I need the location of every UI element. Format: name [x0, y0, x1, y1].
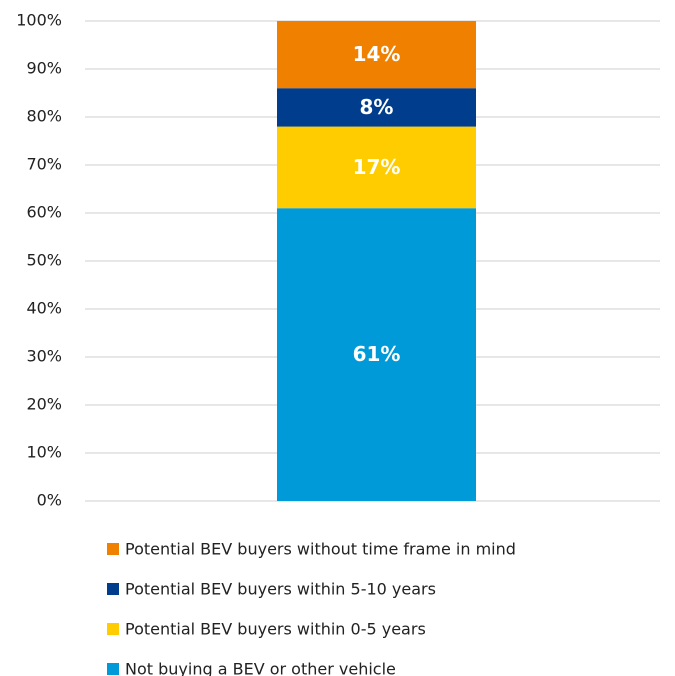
- data-label: 14%: [353, 42, 401, 66]
- y-tick-label: 50%: [26, 251, 62, 270]
- y-tick-label: 100%: [16, 11, 62, 30]
- bar-segment: [277, 21, 476, 89]
- data-label: 8%: [360, 95, 394, 119]
- legend-label: Potential BEV buyers within 0-5 years: [125, 620, 426, 639]
- bar-segment: [277, 88, 476, 127]
- data-label: 17%: [353, 155, 401, 179]
- y-tick-label: 90%: [26, 59, 62, 78]
- y-tick-label: 80%: [26, 107, 62, 126]
- y-tick-label: 40%: [26, 299, 62, 318]
- bar-segment: [277, 126, 476, 209]
- y-tick-label: 60%: [26, 203, 62, 222]
- legend-swatch: [107, 543, 119, 555]
- y-tick-label: 10%: [26, 443, 62, 462]
- y-tick-label: 70%: [26, 155, 62, 174]
- y-tick-label: 0%: [37, 491, 62, 510]
- legend-swatch: [107, 623, 119, 635]
- legend-label: Potential BEV buyers within 5-10 years: [125, 580, 436, 599]
- y-tick-label: 30%: [26, 347, 62, 366]
- y-tick-label: 20%: [26, 395, 62, 414]
- data-label: 61%: [353, 342, 401, 366]
- legend-swatch: [107, 583, 119, 595]
- legend-label: Not buying a BEV or other vehicle: [125, 660, 396, 676]
- legend-swatch: [107, 663, 119, 675]
- legend-label: Potential BEV buyers without time frame …: [125, 540, 516, 559]
- bar-segment: [277, 208, 476, 501]
